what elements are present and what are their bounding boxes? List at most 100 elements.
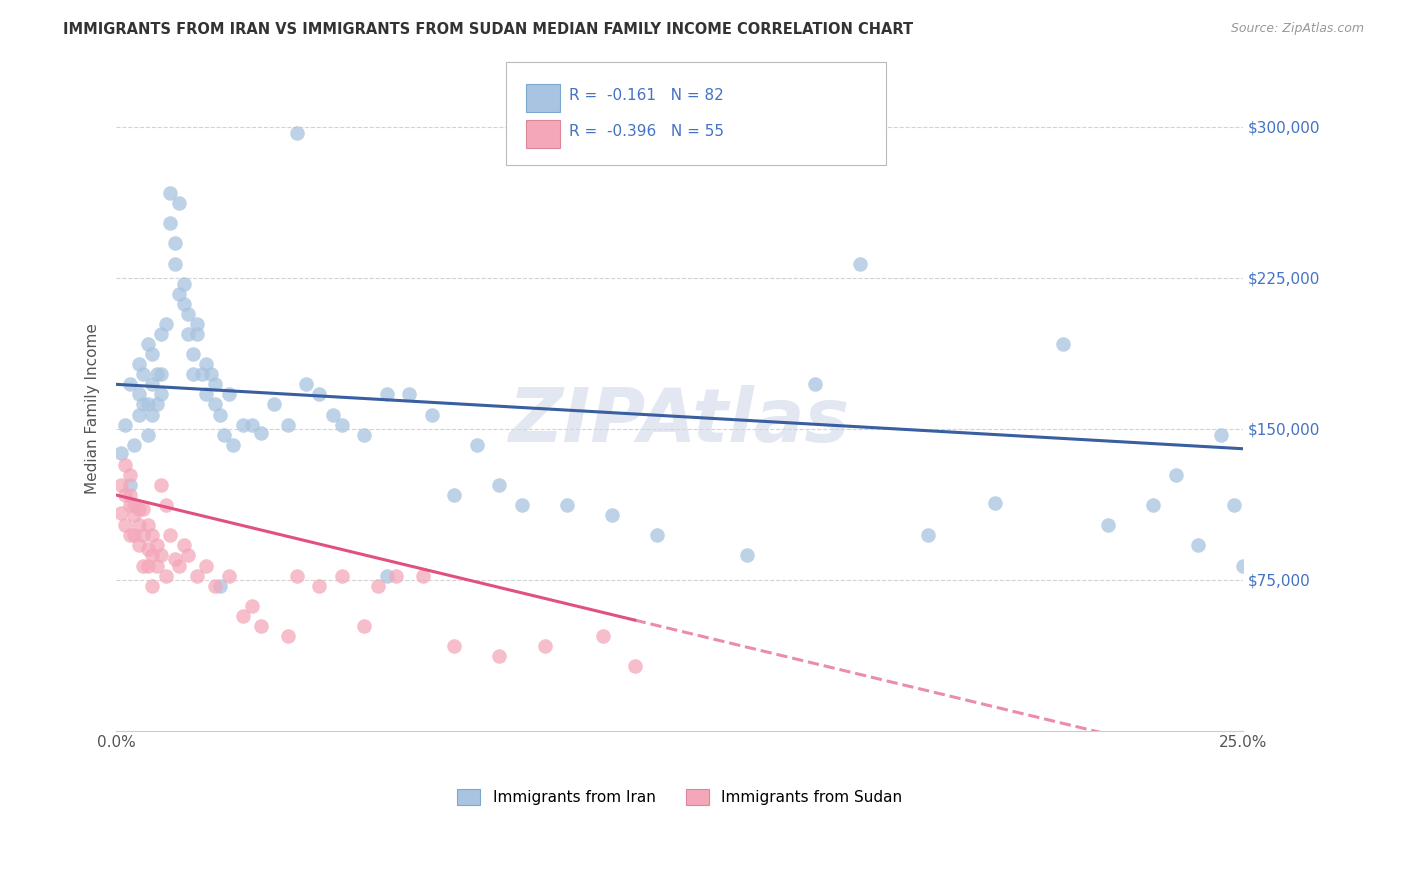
Point: [1142, 498, 1164, 512]
Point: [353, 427, 375, 442]
Point: [849, 256, 872, 270]
Point: [150, 368, 173, 382]
Point: [150, 549, 173, 563]
Point: [141, 579, 163, 593]
Point: [1232, 558, 1254, 573]
Point: [159, 186, 181, 200]
Point: [984, 496, 1007, 510]
Point: [218, 387, 240, 401]
Point: [146, 558, 169, 573]
Point: [141, 528, 163, 542]
Legend: Immigrants from Iran, Immigrants from Sudan: Immigrants from Iran, Immigrants from Su…: [451, 783, 908, 812]
Point: [191, 368, 214, 382]
Point: [1097, 518, 1119, 533]
Point: [155, 317, 177, 331]
Point: [150, 478, 173, 492]
Point: [186, 317, 208, 331]
Point: [222, 438, 245, 452]
Point: [186, 568, 208, 582]
Text: IMMIGRANTS FROM IRAN VS IMMIGRANTS FROM SUDAN MEDIAN FAMILY INCOME CORRELATION C: IMMIGRANTS FROM IRAN VS IMMIGRANTS FROM …: [63, 22, 914, 37]
Point: [465, 438, 488, 452]
Point: [1209, 427, 1232, 442]
Point: [118, 467, 141, 482]
Text: R =  -0.161   N = 82: R = -0.161 N = 82: [569, 88, 724, 103]
Point: [114, 458, 136, 472]
Point: [231, 608, 253, 623]
Point: [322, 408, 344, 422]
Point: [195, 558, 218, 573]
Point: [132, 397, 155, 411]
Point: [375, 387, 398, 401]
Point: [330, 417, 353, 432]
Point: [128, 502, 150, 516]
Point: [367, 579, 389, 593]
Point: [917, 528, 939, 542]
Point: [169, 286, 191, 301]
Point: [155, 498, 177, 512]
Point: [177, 549, 200, 563]
Point: [510, 498, 533, 512]
Point: [150, 387, 173, 401]
Point: [136, 427, 159, 442]
Point: [412, 568, 434, 582]
Point: [204, 397, 226, 411]
Point: [114, 518, 136, 533]
Point: [132, 558, 155, 573]
Point: [169, 196, 191, 211]
Point: [163, 552, 186, 566]
Point: [195, 357, 218, 371]
Point: [204, 579, 226, 593]
Point: [249, 619, 271, 633]
Point: [294, 377, 316, 392]
Point: [177, 307, 200, 321]
Y-axis label: Median Family Income: Median Family Income: [86, 323, 100, 494]
Point: [195, 387, 218, 401]
Point: [136, 337, 159, 351]
Point: [330, 568, 353, 582]
Point: [1052, 337, 1074, 351]
Point: [181, 368, 204, 382]
Point: [118, 488, 141, 502]
Point: [173, 538, 195, 552]
Point: [186, 326, 208, 341]
Point: [645, 528, 668, 542]
Point: [277, 629, 299, 643]
Text: Source: ZipAtlas.com: Source: ZipAtlas.com: [1230, 22, 1364, 36]
Point: [398, 387, 420, 401]
Point: [600, 508, 623, 523]
Point: [208, 579, 231, 593]
Point: [146, 368, 169, 382]
Point: [214, 427, 236, 442]
Point: [132, 502, 155, 516]
Point: [110, 506, 132, 520]
Point: [114, 488, 136, 502]
Point: [136, 397, 159, 411]
Point: [110, 478, 132, 492]
Point: [169, 558, 191, 573]
Text: ZIPAtlas: ZIPAtlas: [509, 384, 851, 458]
Point: [375, 568, 398, 582]
Point: [128, 357, 150, 371]
Point: [146, 538, 169, 552]
Point: [420, 408, 443, 422]
Point: [159, 216, 181, 230]
Point: [159, 528, 181, 542]
Point: [128, 518, 150, 533]
Point: [623, 659, 645, 673]
Point: [132, 368, 155, 382]
Point: [488, 649, 510, 664]
Point: [737, 549, 759, 563]
Point: [592, 629, 614, 643]
Point: [277, 417, 299, 432]
Text: R =  -0.396   N = 55: R = -0.396 N = 55: [569, 124, 724, 139]
Point: [132, 528, 155, 542]
Point: [150, 326, 173, 341]
Point: [443, 639, 465, 653]
Point: [249, 425, 271, 440]
Point: [181, 347, 204, 361]
Point: [308, 579, 330, 593]
Point: [231, 417, 253, 432]
Point: [240, 599, 263, 613]
Point: [173, 277, 195, 291]
Point: [136, 558, 159, 573]
